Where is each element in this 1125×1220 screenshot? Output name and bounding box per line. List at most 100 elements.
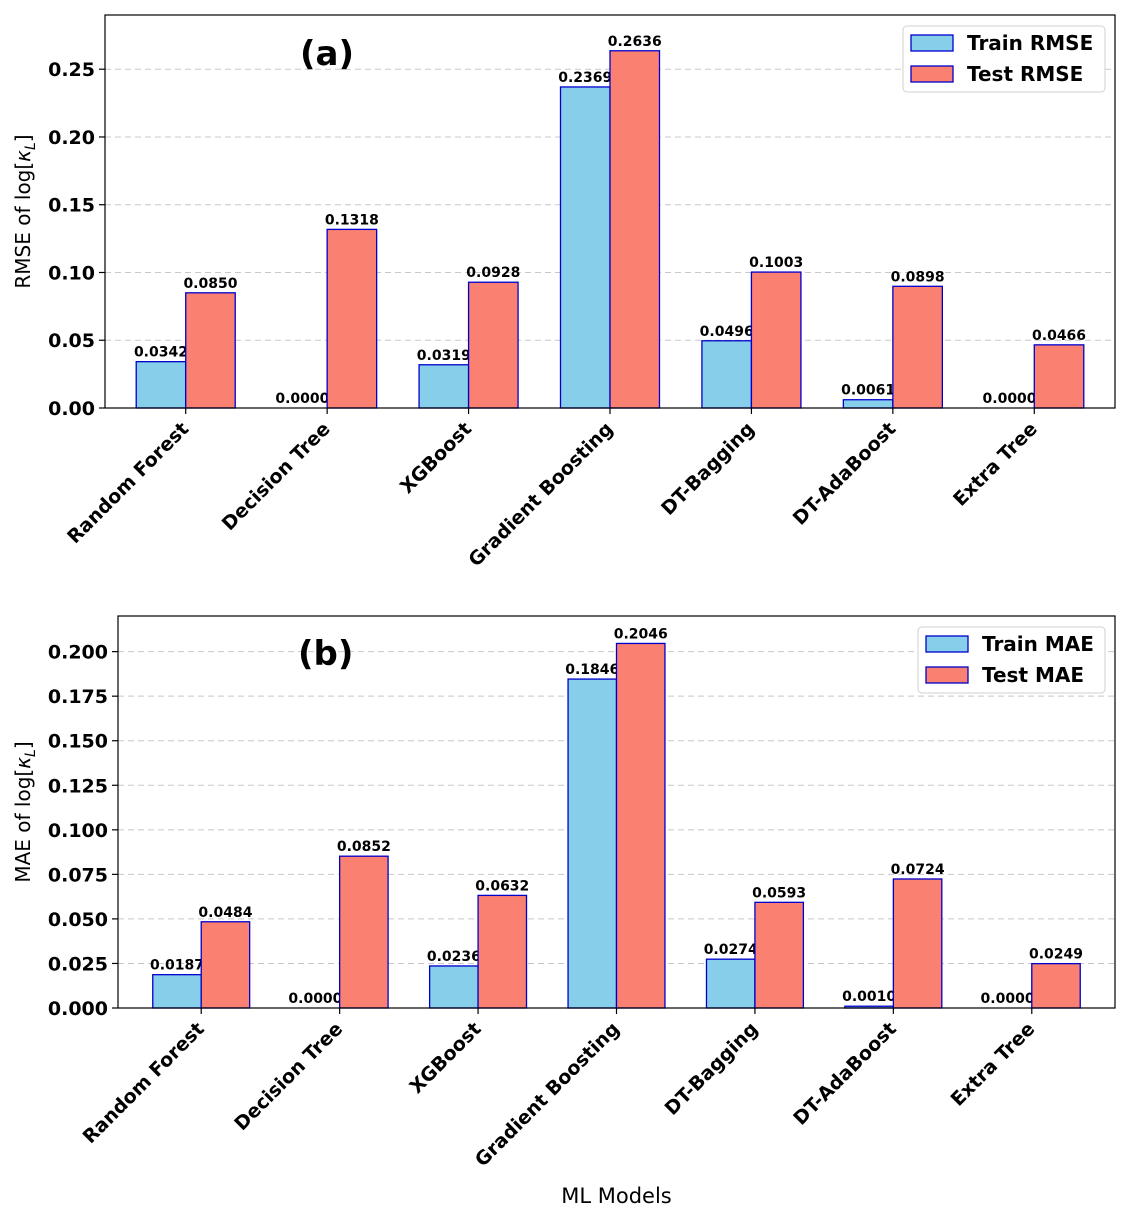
test-legend-swatch [910, 65, 954, 83]
train-bar [705, 958, 756, 1009]
panel-label: (a) [300, 34, 354, 74]
train-data-label: 0.1846 [565, 662, 619, 678]
test-legend-label: Test MAE [982, 663, 1084, 687]
train-bar [428, 965, 479, 1009]
train-bar [701, 340, 753, 409]
y-tick-label: 0.25 [48, 59, 95, 81]
train-legend-label: Train RMSE [967, 31, 1093, 55]
test-bar [754, 901, 805, 1009]
train-data-label: 0.0319 [417, 348, 471, 364]
train-bar [152, 974, 202, 1009]
test-bar [477, 894, 528, 1009]
y-axis-label-symbol: κ [11, 150, 35, 162]
test-bar [892, 285, 944, 409]
train-data-label: 0.0236 [427, 949, 481, 965]
x-category-label: Gradient Boosting [471, 1018, 624, 1171]
x-category-label: Extra Tree [949, 418, 1042, 511]
test-data-label: 0.0593 [752, 885, 806, 901]
y-axis-label-sub: L [23, 749, 39, 757]
y-axis-label: MAE of log[κL] [11, 741, 39, 882]
train-legend-swatch [910, 34, 954, 52]
test-bar [750, 271, 802, 409]
x-category-label: DT-AdaBoost [789, 418, 901, 530]
y-tick-label: 0.125 [48, 775, 108, 797]
test-bar [326, 228, 378, 409]
test-data-label: 0.0724 [891, 862, 945, 878]
legend: Train MAE Test MAE [917, 626, 1106, 694]
y-tick-label: 0.175 [48, 686, 108, 708]
y-tick-label: 0.15 [48, 195, 95, 217]
y-tick-label: 0.200 [48, 642, 108, 664]
x-category-label: XGBoost [406, 1018, 486, 1098]
test-data-label: 0.0632 [475, 878, 529, 894]
test-data-label: 0.0852 [337, 839, 391, 855]
train-data-label: 0.0000 [981, 991, 1035, 1007]
test-bar [615, 642, 666, 1009]
x-category-label: Random Forest [79, 1018, 209, 1148]
x-category-label: DT-AdaBoost [789, 1018, 901, 1130]
y-axis-label-prefix: MAE of log[ [11, 769, 35, 883]
test-legend-swatch [925, 666, 969, 684]
x-category-label: Random Forest [63, 418, 193, 548]
train-bar [418, 364, 470, 409]
x-category-label: Decision Tree [230, 1018, 347, 1135]
x-category-label: DT-Bagging [657, 418, 759, 520]
train-legend-label: Train MAE [982, 632, 1094, 656]
y-axis-label: RMSE of log[κL] [11, 134, 39, 288]
y-tick-label: 0.05 [48, 330, 95, 352]
train-data-label: 0.0000 [288, 991, 342, 1007]
train-data-label: 0.2369 [558, 70, 612, 86]
y-tick-label: 0.150 [48, 731, 108, 753]
x-category-label: Extra Tree [947, 1018, 1040, 1111]
y-axis-label-suffix: ] [11, 134, 35, 142]
test-data-label: 0.0249 [1029, 947, 1083, 963]
y-tick-label: 0.050 [48, 909, 108, 931]
train-bar [135, 361, 187, 409]
test-data-label: 0.1003 [749, 255, 803, 271]
test-bar [1031, 962, 1081, 1009]
test-data-label: 0.2636 [608, 34, 662, 50]
train-data-label: 0.0342 [134, 345, 188, 361]
test-data-label: 0.0466 [1032, 328, 1086, 344]
train-data-label: 0.0274 [704, 942, 758, 958]
train-data-label: 0.0496 [700, 324, 754, 340]
train-data-label: 0.0000 [275, 391, 329, 407]
train-data-label: 0.0000 [983, 391, 1037, 407]
plot-frame [117, 615, 1116, 1009]
y-axis-label-symbol: κ [11, 757, 35, 769]
test-legend-label: Test RMSE [967, 62, 1083, 86]
train-data-label: 0.0187 [150, 958, 204, 974]
y-tick-label: 0.10 [48, 262, 95, 284]
test-bar [185, 292, 236, 409]
test-data-label: 0.0850 [183, 276, 237, 292]
y-tick-label: 0.20 [48, 127, 95, 149]
train-data-label: 0.0061 [841, 383, 895, 399]
y-tick-label: 0.000 [48, 998, 108, 1020]
panel-label: (b) [298, 634, 353, 674]
y-axis-label-sub: L [23, 142, 39, 150]
test-data-label: 0.0484 [198, 905, 252, 921]
train-data-label: 0.0010 [842, 989, 896, 1005]
test-bar [1033, 344, 1085, 409]
test-data-label: 0.1318 [325, 212, 379, 228]
x-category-label: XGBoost [396, 418, 476, 498]
x-axis-label: ML Models [561, 1184, 672, 1208]
test-bar [200, 921, 251, 1009]
train-bar [559, 86, 611, 409]
train-bar [567, 678, 618, 1009]
legend: Train RMSE Test RMSE [902, 25, 1106, 93]
y-axis-label-suffix: ] [11, 741, 35, 749]
x-category-label: Gradient Boosting [464, 418, 617, 571]
x-category-label: Decision Tree [218, 418, 335, 535]
y-tick-label: 0.025 [48, 953, 108, 975]
chart-panel-b: 0.000 0.025 0.050 0.075 0.100 0.125 0.150 0.175… [11, 615, 1116, 1208]
test-bar [467, 281, 519, 409]
test-data-label: 0.0898 [891, 269, 945, 285]
y-tick-label: 0.075 [48, 864, 108, 886]
test-bar [338, 855, 389, 1009]
test-data-label: 0.0928 [466, 265, 520, 281]
y-tick-label: 0.100 [48, 820, 108, 842]
test-data-label: 0.2046 [614, 626, 668, 642]
y-axis-label-prefix: RMSE of log[ [11, 162, 35, 289]
